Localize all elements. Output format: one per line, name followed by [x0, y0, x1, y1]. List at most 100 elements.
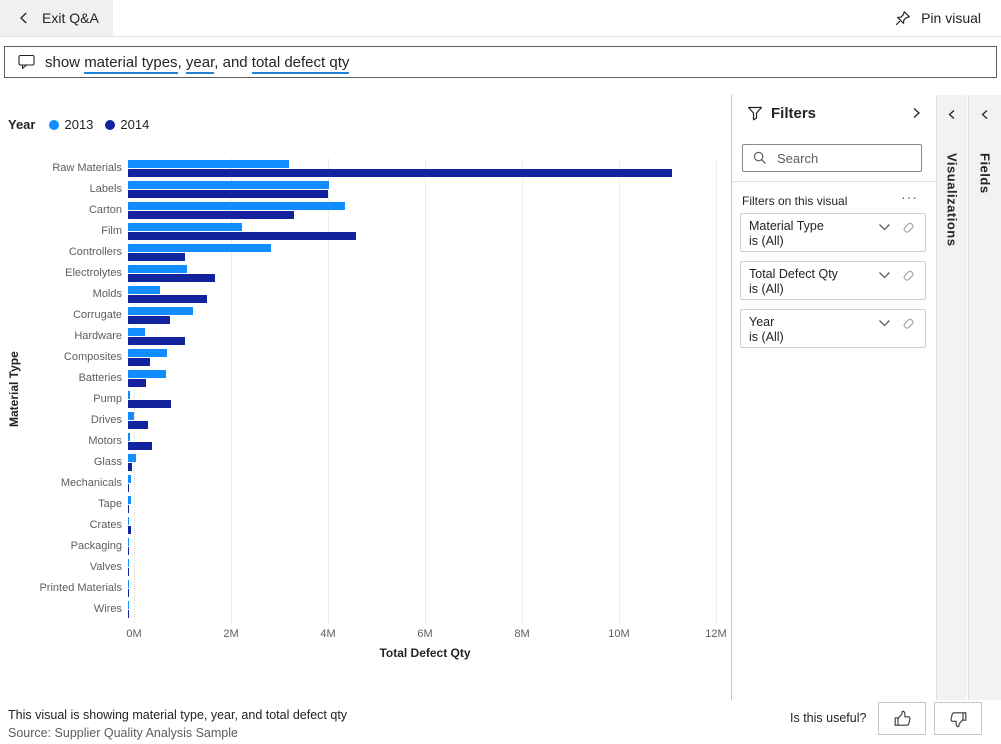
- bar-group: [128, 389, 710, 410]
- search-icon: [753, 151, 767, 165]
- legend-item-2014[interactable]: 2014: [105, 117, 149, 132]
- bar-2013-hardware[interactable]: [128, 328, 146, 336]
- filter-card-value: is (All): [749, 330, 784, 344]
- more-options-icon[interactable]: ···: [901, 189, 918, 205]
- bar-2013-packaging[interactable]: [128, 538, 129, 546]
- chart-row: Controllers: [8, 242, 718, 263]
- bar-2014-batteries[interactable]: [128, 379, 147, 387]
- thumbs-up-icon: [894, 710, 911, 726]
- bar-2013-corrugate[interactable]: [128, 307, 193, 315]
- exit-qna-button[interactable]: Exit Q&A: [0, 0, 113, 36]
- bar-2013-composites[interactable]: [128, 349, 167, 357]
- bar-2013-film[interactable]: [128, 223, 242, 231]
- bar-2013-batteries[interactable]: [128, 370, 166, 378]
- bar-2014-pump[interactable]: [128, 400, 171, 408]
- gridlines: [134, 158, 717, 623]
- bar-2014-carton[interactable]: [128, 211, 295, 219]
- panel-separator: [732, 181, 937, 182]
- filter-card-year[interactable]: Year is (All): [740, 309, 926, 348]
- chart-row: Pump: [8, 389, 718, 410]
- eraser-icon[interactable]: [901, 221, 916, 236]
- bar-2013-pump[interactable]: [128, 391, 130, 399]
- query-term[interactable]: material types: [84, 53, 178, 74]
- bar-2014-raw-materials[interactable]: [128, 169, 673, 177]
- bar-2014-crates[interactable]: [128, 526, 131, 534]
- bar-2013-raw-materials[interactable]: [128, 160, 290, 168]
- category-label: Tape: [98, 498, 122, 510]
- visualizations-pane-collapsed[interactable]: Visualizations: [936, 95, 967, 700]
- chevron-left-icon: [20, 12, 27, 24]
- bar-2014-corrugate[interactable]: [128, 316, 170, 324]
- filter-funnel-icon: [747, 106, 763, 121]
- bar-2014-packaging[interactable]: [128, 547, 129, 555]
- bar-2014-motors[interactable]: [128, 442, 152, 450]
- legend-dot-2014: [105, 119, 116, 130]
- bar-2013-controllers[interactable]: [128, 244, 272, 252]
- bar-2014-labels[interactable]: [128, 190, 328, 198]
- bar-group: [128, 452, 710, 473]
- query-term[interactable]: total defect qty: [251, 53, 350, 74]
- bar-group: [128, 536, 710, 557]
- bar-group: [128, 263, 710, 284]
- bar-2014-composites[interactable]: [128, 358, 150, 366]
- chevron-down-icon[interactable]: [878, 223, 891, 232]
- thumbs-up-button[interactable]: [878, 702, 926, 735]
- filter-card-material-type[interactable]: Material Type is (All): [740, 213, 926, 252]
- chevron-down-icon[interactable]: [878, 319, 891, 328]
- bar-2013-tape[interactable]: [128, 496, 131, 504]
- query-term[interactable]: year: [185, 53, 215, 74]
- filter-search-input[interactable]: Search: [742, 144, 922, 172]
- gridline: [716, 158, 717, 623]
- chart-row: Labels: [8, 179, 718, 200]
- bar-group: [128, 410, 710, 431]
- bar-2013-labels[interactable]: [128, 181, 330, 189]
- pin-visual-button[interactable]: Pin visual: [894, 0, 981, 36]
- category-label: Glass: [93, 456, 122, 468]
- bar-group: [128, 431, 710, 452]
- eraser-icon[interactable]: [901, 317, 916, 332]
- bar-2013-carton[interactable]: [128, 202, 346, 210]
- bar-2013-electrolytes[interactable]: [128, 265, 188, 273]
- bar-group: [128, 368, 710, 389]
- chart-row: Film: [8, 221, 718, 242]
- bar-2013-valves[interactable]: [128, 559, 130, 567]
- bar-2013-motors[interactable]: [128, 433, 130, 441]
- chart-row: Valves: [8, 557, 718, 578]
- bar-2014-drives[interactable]: [128, 421, 148, 429]
- bar-2014-molds[interactable]: [128, 295, 207, 303]
- thumbs-down-icon: [949, 711, 966, 727]
- bar-group: [128, 599, 710, 620]
- bar-2014-printed-materials[interactable]: [128, 589, 130, 597]
- gridline: [619, 158, 620, 623]
- chevron-left-icon[interactable]: [937, 109, 967, 120]
- bar-2013-mechanicals[interactable]: [128, 475, 132, 483]
- legend-dot-2013: [49, 119, 60, 130]
- footer-bar: This visual is showing material type, ye…: [0, 700, 1001, 744]
- filter-card-total-defect-qty[interactable]: Total Defect Qty is (All): [740, 261, 926, 300]
- legend-label-2014: 2014: [120, 117, 150, 132]
- bar-2014-glass[interactable]: [128, 463, 132, 471]
- chevron-down-icon[interactable]: [878, 271, 891, 280]
- thumbs-down-button[interactable]: [934, 702, 982, 735]
- filters-pane: Filters Search Filters on this visual ··…: [731, 95, 937, 700]
- fields-pane-collapsed[interactable]: Fields: [968, 95, 1001, 700]
- collapse-filters-button[interactable]: [911, 107, 922, 119]
- bar-2013-glass[interactable]: [128, 454, 137, 462]
- legend-item-2013[interactable]: 2013: [49, 117, 93, 132]
- chart-row: Hardware: [8, 326, 718, 347]
- gridline: [522, 158, 523, 623]
- chevron-left-icon[interactable]: [969, 109, 1001, 120]
- bar-2013-drives[interactable]: [128, 412, 134, 420]
- eraser-icon[interactable]: [901, 269, 916, 284]
- qna-question-input[interactable]: show material types, year, and total def…: [4, 46, 997, 78]
- bar-2014-mechanicals[interactable]: [128, 484, 129, 492]
- bar-2014-controllers[interactable]: [128, 253, 185, 261]
- bar-2013-molds[interactable]: [128, 286, 161, 294]
- bar-group: [128, 473, 710, 494]
- x-tick-label: 6M: [417, 628, 433, 640]
- query-word: , and: [214, 53, 252, 71]
- top-bar: Exit Q&A Pin visual: [0, 0, 1001, 37]
- bar-2014-hardware[interactable]: [128, 337, 186, 345]
- bar-2014-film[interactable]: [128, 232, 357, 240]
- bar-2014-electrolytes[interactable]: [128, 274, 215, 282]
